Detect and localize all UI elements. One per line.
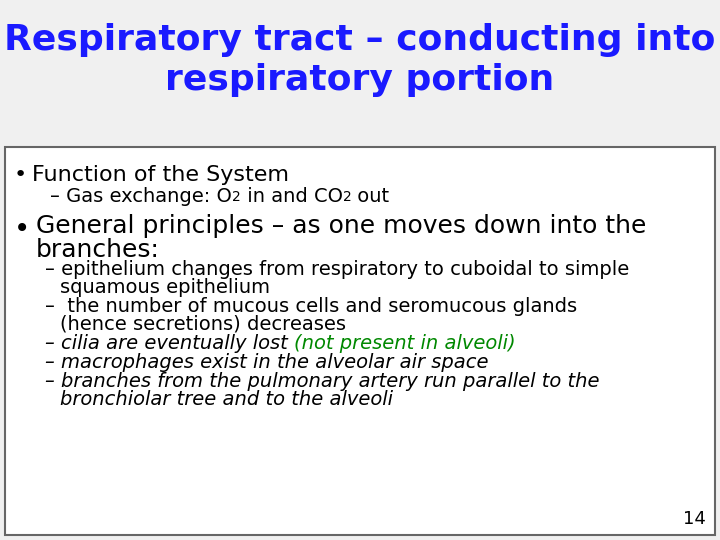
Text: Function of the System: Function of the System [32, 165, 289, 185]
Text: –: – [45, 353, 61, 372]
Text: macrophages exist in the alveolar air space: macrophages exist in the alveolar air sp… [61, 353, 488, 372]
Text: –: – [45, 334, 61, 353]
Text: 2: 2 [232, 190, 240, 204]
Text: – Gas exchange: O: – Gas exchange: O [50, 187, 232, 206]
Text: in and CO: in and CO [240, 187, 343, 206]
Text: •: • [14, 165, 27, 185]
Text: bronchiolar tree and to the alveoli: bronchiolar tree and to the alveoli [60, 390, 393, 409]
Text: (not present in alveoli): (not present in alveoli) [294, 334, 516, 353]
Text: squamous epithelium: squamous epithelium [60, 278, 270, 297]
Text: –  the number of mucous cells and seromucous glands: – the number of mucous cells and seromuc… [45, 297, 577, 316]
Text: 2: 2 [343, 190, 351, 204]
Text: 14: 14 [683, 510, 706, 528]
Bar [0, 0, 720, 150]
Text: – epithelium changes from respiratory to cuboidal to simple: – epithelium changes from respiratory to… [45, 260, 629, 279]
Text: (hence secretions) decreases: (hence secretions) decreases [60, 315, 346, 334]
Text: Respiratory tract – conducting into: Respiratory tract – conducting into [4, 23, 716, 57]
FancyBboxPatch shape [5, 147, 715, 535]
Text: General principles – as one moves down into the: General principles – as one moves down i… [36, 214, 647, 238]
Text: •: • [14, 215, 30, 243]
Text: out: out [351, 187, 390, 206]
Text: cilia are eventually lost: cilia are eventually lost [61, 334, 294, 353]
Text: respiratory portion: respiratory portion [166, 63, 554, 97]
Text: – branches from the pulmonary artery run parallel to the: – branches from the pulmonary artery run… [45, 372, 600, 391]
Text: branches:: branches: [36, 238, 160, 262]
